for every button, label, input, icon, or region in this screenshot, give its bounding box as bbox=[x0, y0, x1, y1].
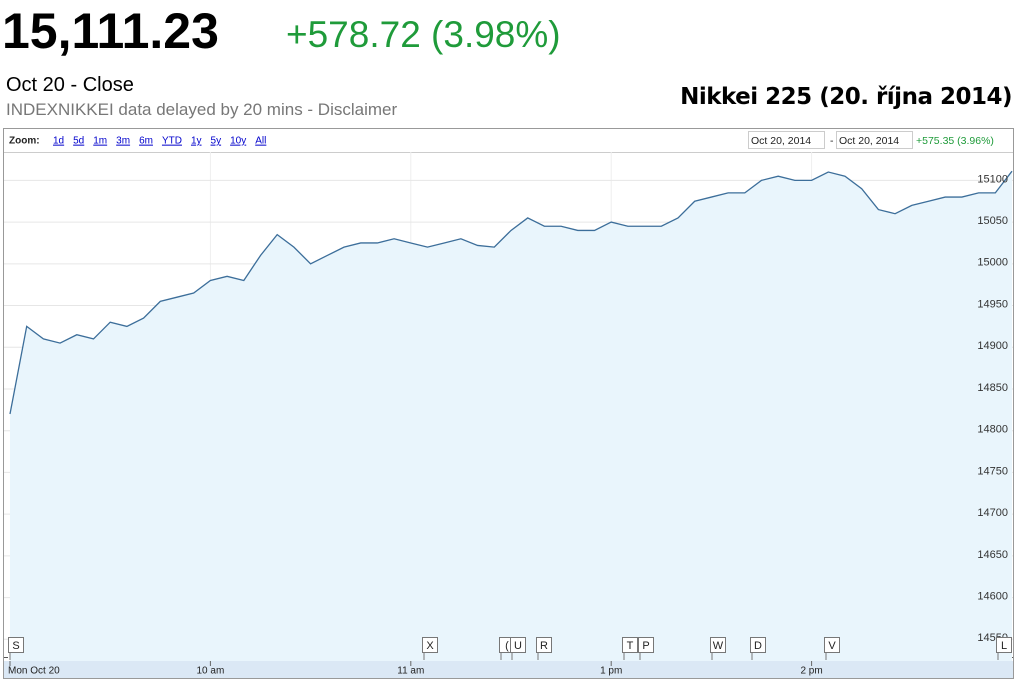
caption: Nikkei 225 (20. října 2014) bbox=[680, 84, 1012, 110]
close-date: Oct 20 - Close bbox=[6, 74, 134, 96]
zoom-option[interactable]: All bbox=[255, 136, 266, 147]
flag-box[interactable] bbox=[8, 637, 24, 653]
y-tick-label: 14650 bbox=[977, 549, 1008, 561]
zoom-option[interactable]: YTD bbox=[162, 136, 182, 147]
price-change: +578.72 (3.98%) bbox=[286, 14, 561, 55]
range-box[interactable] bbox=[836, 131, 913, 149]
x-tick-label: 1 pm bbox=[600, 666, 622, 677]
time-axis-band bbox=[4, 661, 1013, 678]
zoom-option[interactable]: 5y bbox=[211, 136, 222, 147]
y-tick-label: 14900 bbox=[977, 340, 1008, 352]
flag-box[interactable] bbox=[996, 637, 1012, 653]
zoom-option[interactable]: 1y bbox=[191, 136, 202, 147]
x-tick-label: 11 am bbox=[397, 666, 424, 677]
range-separator: - bbox=[830, 135, 834, 147]
price: 15,111.23 bbox=[2, 3, 219, 59]
flag-box[interactable] bbox=[622, 637, 638, 653]
y-tick-label: 15000 bbox=[977, 257, 1008, 269]
y-tick-label: 14800 bbox=[977, 424, 1008, 436]
zoom-option[interactable]: 6m bbox=[139, 136, 153, 147]
flag-label[interactable]: W bbox=[713, 640, 724, 652]
flag-label[interactable]: S bbox=[12, 640, 19, 652]
zoom-option[interactable]: 3m bbox=[116, 136, 130, 147]
zoom-option[interactable]: 10y bbox=[230, 136, 246, 147]
y-tick-label: 15100 bbox=[977, 173, 1008, 185]
flag-label[interactable]: U bbox=[514, 640, 522, 652]
x-tick-label: 10 am bbox=[197, 666, 225, 677]
zoom-label: Zoom: bbox=[9, 136, 40, 147]
y-tick-label: 15050 bbox=[977, 215, 1008, 227]
x-tick-label: 2 pm bbox=[800, 666, 822, 677]
zoom-option[interactable]: 5d bbox=[73, 136, 84, 147]
y-tick-label: 14750 bbox=[977, 465, 1008, 477]
range-change: +575.35 (3.96%) bbox=[916, 135, 994, 147]
y-tick-label: 14950 bbox=[977, 298, 1008, 310]
flag-label[interactable]: P bbox=[642, 640, 649, 652]
disclaimer[interactable]: INDEXNIKKEI data delayed by 20 mins - Di… bbox=[6, 100, 398, 119]
flag-box[interactable] bbox=[422, 637, 438, 653]
range-start[interactable]: Oct 20, 2014 bbox=[751, 135, 811, 147]
x-tick-label: Mon Oct 20 bbox=[8, 666, 60, 677]
zoom-option[interactable]: 1d bbox=[53, 136, 64, 147]
range-end[interactable]: Oct 20, 2014 bbox=[839, 135, 899, 147]
range-box[interactable] bbox=[748, 131, 825, 149]
y-tick-label: 14850 bbox=[977, 382, 1008, 394]
y-tick-label: 14600 bbox=[977, 590, 1008, 602]
y-tick-label: 14700 bbox=[977, 507, 1008, 519]
flag-box[interactable] bbox=[638, 637, 654, 653]
price-line bbox=[9, 170, 1013, 415]
flag-label[interactable]: ( bbox=[505, 640, 509, 652]
flag-label[interactable]: L bbox=[1001, 640, 1007, 652]
flag-box[interactable] bbox=[510, 637, 526, 653]
flag-label[interactable]: T bbox=[627, 640, 634, 652]
flag-label[interactable]: R bbox=[540, 640, 548, 652]
flag-box[interactable] bbox=[750, 637, 766, 653]
flag-box[interactable] bbox=[536, 637, 552, 653]
flag-label[interactable]: D bbox=[754, 640, 762, 652]
area-fill bbox=[10, 171, 1012, 661]
flag-label[interactable]: X bbox=[426, 640, 434, 652]
flag-label[interactable]: V bbox=[828, 640, 836, 652]
zoom-option[interactable]: 1m bbox=[93, 136, 107, 147]
flag-box[interactable] bbox=[824, 637, 840, 653]
flag-box[interactable] bbox=[710, 637, 726, 653]
